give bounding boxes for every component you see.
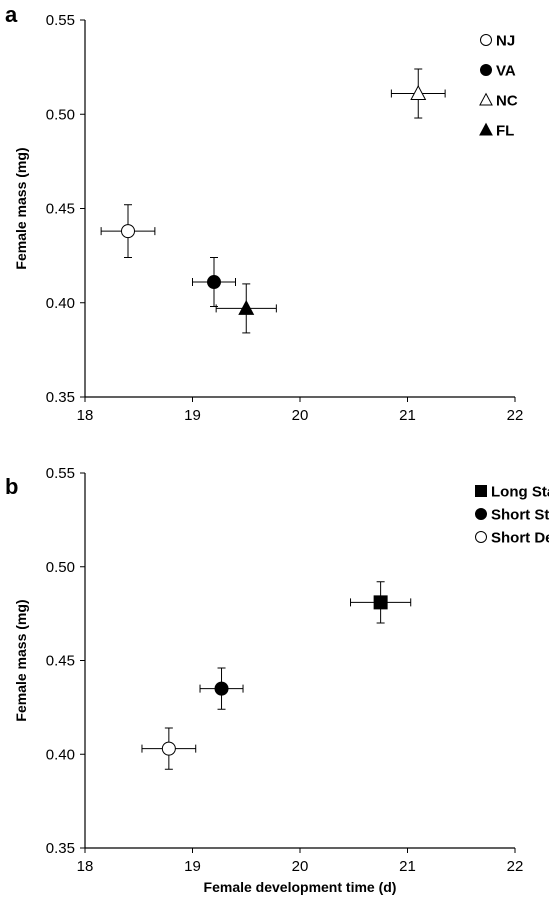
panel-b: 18 19 20 21 22 0.35 0.40 0.45 0.50 0.55 Female mas…	[5, 465, 549, 895]
legend-marker	[475, 485, 487, 497]
y-axis-title: Female mass (mg)	[13, 147, 29, 269]
data-point-va	[207, 275, 221, 290]
x-tick-label: 22	[507, 858, 524, 875]
x-tick-label: 18	[77, 407, 94, 424]
legend-marker	[480, 64, 492, 76]
legend-label: FL	[496, 123, 514, 140]
data-point-long-stable	[373, 595, 388, 610]
panel-a: 18 19 20 21 22 0.35 0.40 0.45 0.50 0.55 Female mas…	[5, 2, 523, 424]
legend-marker	[475, 508, 487, 520]
y-tick-label: 0.45	[46, 653, 75, 670]
y-tick-label: 0.45	[46, 201, 75, 218]
legend-label: Long Stable	[491, 484, 549, 501]
y-axis-title: Female mass (mg)	[13, 599, 29, 721]
x-tick-label: 19	[184, 858, 201, 875]
x-tick-label: 21	[399, 407, 416, 424]
legend-marker	[479, 122, 493, 136]
y-tick-label: 0.40	[46, 295, 75, 312]
data-point-short-stable	[214, 681, 229, 696]
y-tick-label: 0.35	[46, 389, 75, 406]
legend-label: NC	[496, 93, 518, 110]
data-point-fl	[238, 299, 255, 315]
y-tick-label: 0.50	[46, 559, 75, 576]
legend-marker	[479, 92, 493, 106]
x-tick-label: 22	[507, 407, 524, 424]
data-point-nc	[410, 84, 427, 100]
legend-label: NJ	[496, 33, 515, 50]
x-tick-label: 18	[77, 858, 94, 875]
legend-marker	[480, 34, 492, 46]
x-axis-title: Female development time (d)	[204, 879, 397, 895]
legend-marker	[475, 531, 487, 543]
y-tick-label: 0.50	[46, 106, 75, 123]
data-point-short-declining	[161, 741, 176, 756]
y-tick-label: 0.40	[46, 746, 75, 763]
y-tick-label: 0.35	[46, 840, 75, 857]
x-tick-label: 21	[399, 858, 416, 875]
y-tick-label: 0.55	[46, 12, 75, 29]
x-tick-label: 19	[184, 407, 201, 424]
legend-label: VA	[496, 63, 516, 80]
legend-label: Short Declining	[491, 530, 549, 547]
x-tick-label: 20	[292, 858, 309, 875]
y-tick-label: 0.55	[46, 465, 75, 482]
panel-label: b	[5, 474, 18, 499]
data-point-nj	[121, 224, 135, 239]
legend-label: Short Stable	[491, 507, 549, 524]
panel-label: a	[5, 2, 18, 27]
x-tick-label: 20	[292, 407, 309, 424]
